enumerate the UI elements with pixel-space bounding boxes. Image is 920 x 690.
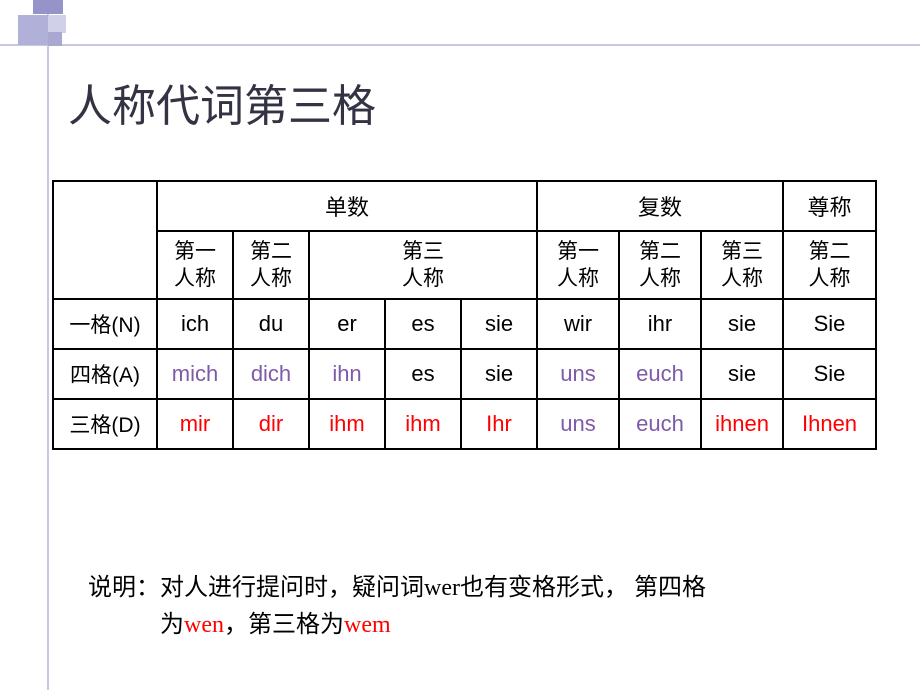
col-group-plural: 复数 xyxy=(537,181,783,231)
pronoun-cell: sie xyxy=(461,349,537,399)
pronoun-cell: uns xyxy=(537,349,619,399)
horizontal-rule xyxy=(0,44,920,46)
pronoun-cell: sie xyxy=(461,299,537,349)
pronoun-cell: ihn xyxy=(309,349,385,399)
pronoun-cell: uns xyxy=(537,399,619,449)
pronoun-cell: ihm xyxy=(309,399,385,449)
pronoun-cell: Ihr xyxy=(461,399,537,449)
pronoun-cell: wir xyxy=(537,299,619,349)
page-title: 人称代词第三格 xyxy=(68,70,376,134)
row-label: 三格(D) xyxy=(53,399,157,449)
col-sub-header: 第二人称 xyxy=(233,231,309,299)
pronoun-cell: euch xyxy=(619,349,701,399)
footnote: 说明：对人进行提问时，疑问词wer也有变格形式， 第四格 为wen，第三格为we… xyxy=(88,570,706,644)
col-sub-header: 第二人称 xyxy=(619,231,701,299)
pronoun-cell: du xyxy=(233,299,309,349)
col-sub-header: 第三人称 xyxy=(309,231,537,299)
pronoun-cell: ihnen xyxy=(701,399,783,449)
pronoun-cell: ihm xyxy=(385,399,461,449)
note-wem: wem xyxy=(344,612,391,638)
col-sub-header: 第三人称 xyxy=(701,231,783,299)
pronoun-cell: es xyxy=(385,299,461,349)
col-sub-header: 第一人称 xyxy=(157,231,233,299)
note-text: 为 xyxy=(160,612,184,638)
pronoun-cell: ihr xyxy=(619,299,701,349)
pronoun-cell: Sie xyxy=(783,299,876,349)
note-text: 说明：对人进行提问时，疑问词wer也有变格形式， 第四格 xyxy=(88,575,706,601)
corner-square xyxy=(48,15,66,33)
table-row: 四格(A)michdichihnessieunseuchsieSie xyxy=(53,349,876,399)
pronoun-cell: dich xyxy=(233,349,309,399)
table-row: 三格(D)mirdirihmihmIhrunseuchihnenIhnen xyxy=(53,399,876,449)
corner-square xyxy=(48,32,62,46)
row-label: 四格(A) xyxy=(53,349,157,399)
pronoun-cell: Sie xyxy=(783,349,876,399)
row-label: 一格(N) xyxy=(53,299,157,349)
pronoun-cell: er xyxy=(309,299,385,349)
pronoun-cell: sie xyxy=(701,299,783,349)
pronoun-cell: mich xyxy=(157,349,233,399)
pronoun-cell: es xyxy=(385,349,461,399)
note-text: ，第三格为 xyxy=(224,612,344,638)
pronoun-cell: dir xyxy=(233,399,309,449)
corner-cell xyxy=(53,181,157,299)
table-row: 一格(N)ichdueressiewirihrsieSie xyxy=(53,299,876,349)
pronoun-cell: ich xyxy=(157,299,233,349)
pronoun-cell: Ihnen xyxy=(783,399,876,449)
pronoun-table: 单数 复数 尊称 第一人称第二人称第三人称第一人称第二人称第三人称第二人称 一格… xyxy=(52,180,875,450)
corner-square xyxy=(33,0,63,14)
col-sub-header: 第一人称 xyxy=(537,231,619,299)
pronoun-cell: sie xyxy=(701,349,783,399)
pronoun-cell: mir xyxy=(157,399,233,449)
vertical-rule xyxy=(47,0,49,690)
note-wen: wen xyxy=(184,612,224,638)
col-sub-header: 第二人称 xyxy=(783,231,876,299)
col-group-formal: 尊称 xyxy=(783,181,876,231)
pronoun-cell: euch xyxy=(619,399,701,449)
col-group-singular: 单数 xyxy=(157,181,537,231)
corner-square xyxy=(18,15,48,45)
